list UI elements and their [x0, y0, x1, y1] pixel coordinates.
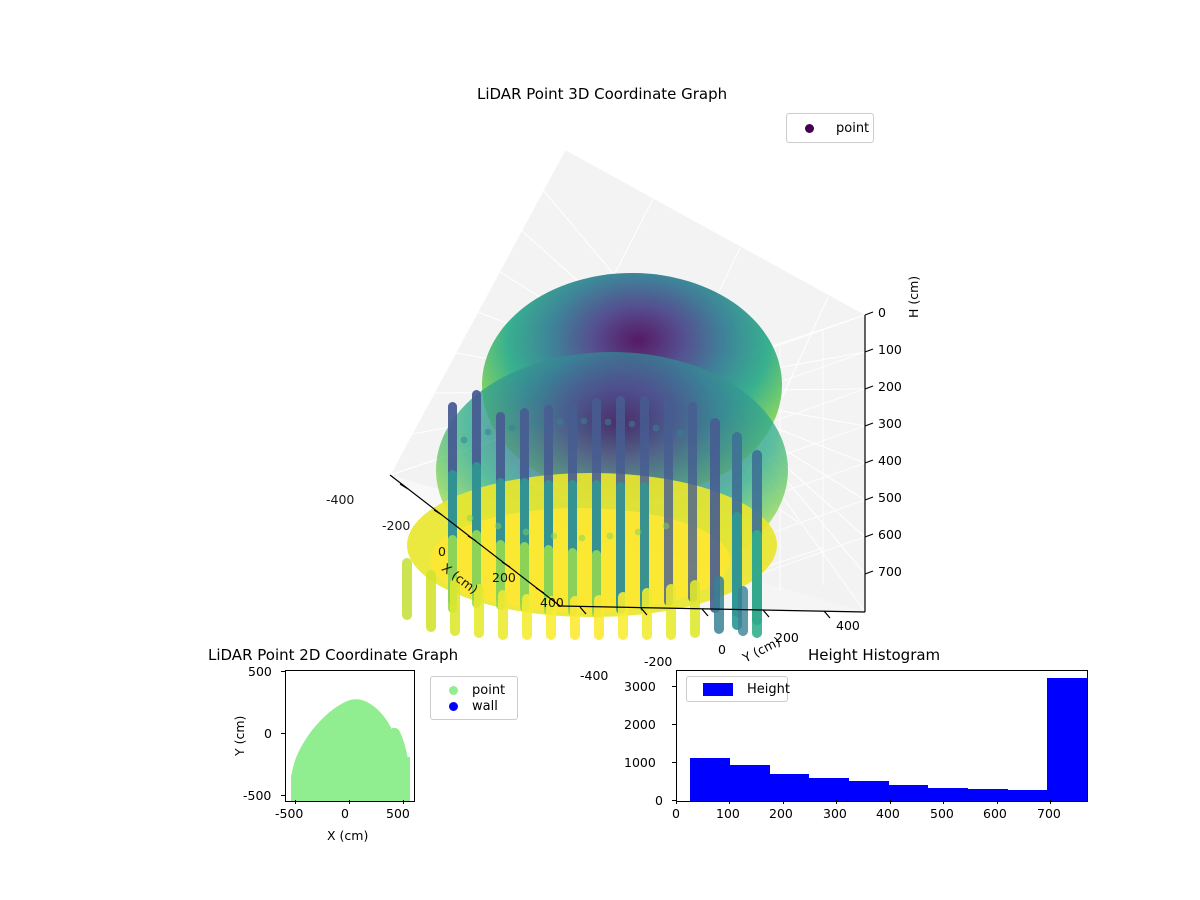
plot2d-axes	[285, 670, 415, 802]
plot3d-ztick-6: 600	[878, 527, 902, 542]
histogram-ytick-1000: 1000	[624, 755, 656, 770]
plot3d-ztick-1: 100	[878, 342, 902, 357]
histogram-xtickmark-1	[729, 800, 731, 804]
legend-label-height: Height	[747, 681, 790, 697]
plot2d-point-cloud	[291, 699, 410, 801]
histogram-ytickmark-3	[672, 686, 676, 688]
histogram-xtick-300: 300	[823, 806, 847, 821]
histogram-bar	[888, 784, 929, 801]
plot2d-xtickmark-1	[349, 800, 351, 804]
plot2d-xtickmark-2	[403, 800, 405, 804]
legend-label-wall: wall	[472, 698, 498, 714]
plot2d-ytick-0: 0	[264, 726, 272, 741]
plot3d-title: LiDAR Point 3D Coordinate Graph	[477, 85, 728, 103]
legend-label-point: point	[472, 682, 506, 698]
plot2d-ytickmark-2	[281, 795, 285, 797]
histogram-xtick-600: 600	[983, 806, 1007, 821]
plot2d-legend: point wall	[430, 676, 518, 720]
histogram-ytickmark-0	[672, 800, 676, 802]
plot2d-ytickmark-1	[281, 733, 285, 735]
plot3d-xtick-4: 400	[540, 595, 564, 610]
histogram-xtickmark-4	[890, 800, 892, 804]
histogram-bar	[769, 773, 810, 801]
histogram-xtick-200: 200	[769, 806, 793, 821]
histogram-title: Height Histogram	[808, 646, 941, 664]
plot3d-canvas	[389, 149, 874, 640]
point-marker-icon	[449, 685, 458, 695]
legend-item-point: point	[439, 682, 509, 698]
plot2d-ytick-neg500: -500	[243, 788, 272, 803]
plot3d-ztick-5: 500	[878, 490, 902, 505]
histogram-xtickmark-7	[1050, 800, 1052, 804]
histogram-bar	[928, 787, 969, 801]
legend-item-point: point	[795, 119, 869, 137]
plot2d-ytickmark-0	[281, 671, 285, 673]
histogram-ytick-3000: 3000	[624, 679, 656, 694]
histogram-legend: Height	[686, 676, 790, 702]
plot2d-ytick-500: 500	[248, 664, 272, 679]
histogram-ytick-0: 0	[655, 793, 663, 808]
histogram-bar	[1047, 678, 1087, 801]
histogram-ytick-2000: 2000	[624, 717, 656, 732]
plot3d-xtick-3: 200	[492, 570, 516, 585]
plot3d-xtick-2: 0	[438, 544, 446, 559]
plot2d-xtick-500: 500	[386, 806, 410, 821]
plot3d-ztick-7: 700	[878, 564, 902, 579]
plot3d-ytick-2: 0	[718, 642, 726, 657]
histogram-ytickmark-1	[672, 762, 676, 764]
plot2d-xtick-neg500: -500	[275, 806, 304, 821]
histogram-bar	[968, 788, 1008, 801]
height-swatch-icon	[703, 682, 733, 696]
legend-label-point: point	[836, 120, 870, 136]
histogram-xtickmark-5	[943, 800, 945, 804]
wall-marker-icon	[449, 701, 458, 711]
plot3d-ytick-4: 400	[836, 618, 860, 633]
plot2d-canvas	[291, 699, 410, 801]
plot3d-ztick-2: 200	[878, 379, 902, 394]
histogram-xtick-700: 700	[1037, 806, 1061, 821]
histogram-xtick-100: 100	[716, 806, 740, 821]
histogram-xtickmark-6	[997, 800, 999, 804]
plot3d-legend: point	[786, 113, 874, 143]
legend-item-height: Height	[695, 682, 790, 697]
histogram-ytickmark-2	[672, 724, 676, 726]
plot2d-xaxis-label: X (cm)	[327, 828, 369, 843]
plot3d-ztick-4: 400	[878, 453, 902, 468]
histogram-bar	[690, 757, 731, 801]
plot3d-zaxis-label: H (cm)	[906, 275, 921, 318]
plot3d-ztick-3: 300	[878, 416, 902, 431]
histogram-xtick-500: 500	[930, 806, 954, 821]
plot3d-ytick-1: -200	[644, 654, 673, 669]
legend-item-wall: wall	[439, 698, 509, 714]
histogram-bar	[1007, 790, 1048, 801]
plot3d-xtick-1: -200	[382, 518, 411, 533]
plot2d-xtickmark-0	[295, 800, 297, 804]
plot3d-axes: 0 100 200 300 400 500 600 700 H (cm) 400…	[240, 140, 940, 683]
histogram-axes	[676, 670, 1088, 802]
plot3d-ztick-0: 0	[878, 305, 886, 320]
histogram-xtick-400: 400	[876, 806, 900, 821]
plot2d-yaxis-label: Y (cm)	[232, 715, 247, 756]
histogram-bar	[809, 777, 850, 801]
histogram-bar	[730, 765, 770, 801]
histogram-bars	[677, 671, 1087, 801]
histogram-bar	[849, 780, 889, 801]
histogram-xtick-0: 0	[672, 806, 680, 821]
plot3d-ytick-3: 200	[775, 630, 799, 645]
point-marker-icon	[805, 123, 814, 133]
plot2d-xtick-0: 0	[341, 806, 349, 821]
plot3d-xtick-0: -400	[326, 492, 355, 507]
histogram-xtickmark-0	[676, 800, 678, 804]
plot3d-ytick-0: -400	[580, 668, 609, 683]
plot2d-title: LiDAR Point 2D Coordinate Graph	[208, 646, 459, 664]
histogram-xtickmark-3	[836, 800, 838, 804]
histogram-xtickmark-2	[783, 800, 785, 804]
